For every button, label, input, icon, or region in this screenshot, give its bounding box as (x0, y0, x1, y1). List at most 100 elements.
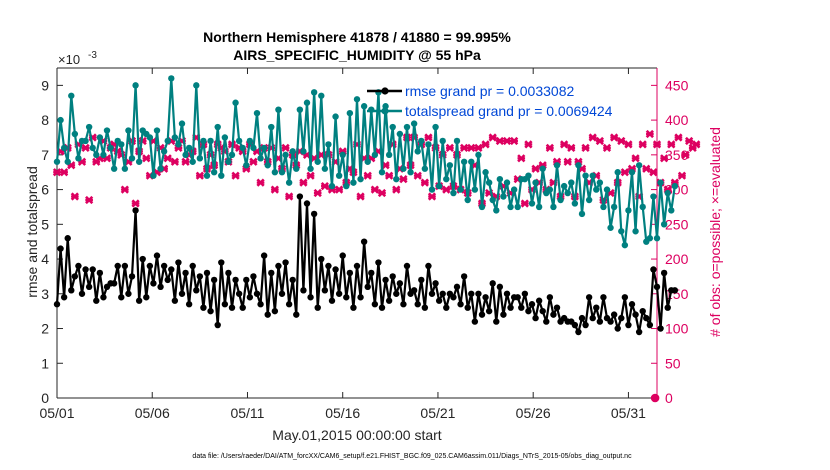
rmse-point (168, 266, 175, 273)
obs-evaluated-marker (674, 133, 683, 142)
totalspread-point (125, 127, 132, 134)
rmse-point (368, 269, 375, 277)
obs-evaluated-marker (320, 181, 329, 191)
totalspread-point (418, 137, 425, 145)
x-tick-label: 05/31 (611, 405, 646, 421)
rmse-point (475, 290, 482, 297)
totalspread-point (485, 179, 493, 186)
obs-evaluated-marker (120, 185, 129, 194)
rmse-point (157, 283, 164, 291)
totalspread-point (446, 162, 454, 169)
rmse-point (514, 294, 521, 301)
rmse-point (207, 307, 214, 315)
totalspread-point (414, 148, 421, 155)
totalspread-point (135, 158, 143, 165)
totalspread-point (660, 221, 668, 228)
rmse-point (303, 200, 311, 207)
x-tick-label: 05/21 (420, 405, 455, 421)
y-right-tick-label: 200 (665, 251, 689, 267)
totalspread-point (571, 200, 579, 207)
totalspread-point (539, 165, 546, 172)
rmse-point (457, 301, 464, 308)
totalspread-point (200, 137, 207, 145)
rmse-point (371, 301, 379, 308)
rmse-point (203, 269, 211, 277)
rmse-point (68, 287, 75, 294)
totalspread-point (239, 144, 246, 152)
totalspread-point (457, 186, 464, 193)
y-left-tick-label: 3 (41, 286, 49, 302)
rmse-point (589, 314, 596, 322)
rmse-point (235, 290, 243, 297)
rmse-point (339, 252, 346, 259)
totalspread-point (639, 203, 646, 211)
rmse-point (525, 307, 532, 315)
totalspread-point (103, 127, 111, 134)
obs-evaluated-marker (495, 136, 504, 146)
obs-evaluated-marker (70, 192, 79, 201)
y-left-tick-label: 9 (41, 77, 49, 93)
totalspread-point (121, 165, 129, 172)
rmse-point (343, 294, 350, 301)
obs-evaluated-marker (631, 154, 640, 163)
totalspread-point (53, 158, 61, 165)
rmse-point (325, 262, 332, 270)
rmse-point (375, 259, 382, 266)
rmse-point (635, 328, 643, 336)
rmse-point (550, 311, 557, 318)
obs-evaluated-marker (231, 171, 240, 180)
rmse-point (460, 273, 468, 280)
totalspread-point (532, 179, 539, 186)
totalspread-point (164, 137, 171, 145)
rmse-point (543, 318, 550, 325)
rmse-point (478, 311, 486, 318)
obs-evaluated-marker (299, 178, 308, 187)
rmse-point (293, 311, 300, 318)
rmse-point (232, 276, 239, 284)
rmse-point (75, 262, 82, 270)
rmse-point (618, 314, 625, 322)
obs-evaluated-marker (624, 140, 633, 149)
rmse-point (428, 290, 436, 297)
totalspread-point (621, 241, 629, 249)
obs-evaluated-marker (256, 178, 265, 187)
rmse-point (78, 290, 86, 297)
obs-evaluated-marker (667, 140, 676, 149)
totalspread-point (510, 186, 518, 193)
totalspread-point (278, 169, 286, 176)
rmse-point (582, 321, 589, 329)
rmse-point (100, 294, 107, 301)
obs-evaluated-marker (517, 154, 526, 163)
obs-evaluated-marker (313, 188, 322, 198)
rmse-point (271, 307, 279, 315)
totalspread-point (296, 106, 304, 113)
rmse-point (553, 304, 561, 311)
obs-evaluated-marker (610, 133, 619, 142)
rmse-point (639, 307, 646, 315)
totalspread-point (75, 155, 82, 162)
obs-evaluated-marker (420, 178, 429, 187)
y-right-tick-label: 50 (665, 355, 681, 371)
rmse-point (518, 304, 525, 311)
rmse-point (528, 301, 536, 308)
x-tick-label: 05/11 (230, 405, 264, 421)
y-left-tick-label: 8 (41, 112, 49, 128)
totalspread-point (378, 169, 386, 176)
rmse-point (385, 297, 393, 304)
totalspread-point (282, 151, 289, 159)
rmse-point (671, 287, 679, 294)
totalspread-point (343, 182, 350, 190)
totalspread-point (253, 109, 261, 117)
rmse-point (128, 273, 136, 280)
rmse-point (332, 266, 339, 273)
obs-evaluated-marker (649, 168, 658, 177)
totalspread-point (428, 186, 436, 193)
obs-evaluated-marker (249, 157, 258, 166)
obs-evaluated-marker (560, 140, 569, 149)
rmse-point (89, 266, 96, 273)
rmse-point (175, 259, 182, 266)
rmse-point (200, 304, 207, 311)
totalspread-point (396, 130, 404, 138)
obs-evaluated-marker (285, 192, 294, 201)
totalspread-point (614, 169, 621, 176)
